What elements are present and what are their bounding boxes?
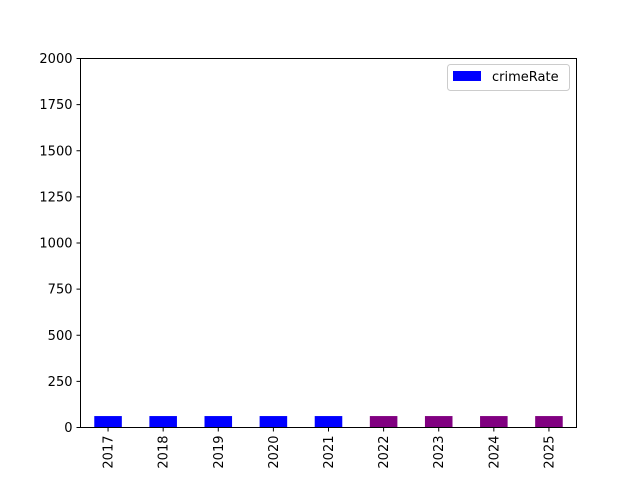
legend-label: crimeRate — [492, 70, 559, 85]
y-tick-label: 1000 — [39, 237, 72, 252]
bar — [314, 416, 343, 428]
legend: crimeRate — [447, 64, 570, 91]
bar — [149, 416, 177, 428]
y-tick-label: 1500 — [39, 144, 72, 159]
bar — [204, 416, 233, 428]
x-tick-label: 2023 — [432, 436, 447, 469]
y-tick-label: 750 — [48, 283, 73, 298]
y-axis: 0 250 500 750 1000 1250 1500 1750 2000 — [39, 52, 81, 436]
bar — [94, 416, 122, 428]
y-tick-label: 1250 — [39, 190, 72, 205]
y-tick-label: 0 — [64, 421, 72, 436]
y-tick-label: 500 — [48, 329, 73, 344]
x-tick-label: 2017 — [102, 436, 117, 469]
plot-frame — [80, 58, 577, 428]
x-tick-label: 2025 — [542, 436, 557, 469]
x-tick-label: 2018 — [157, 436, 172, 469]
legend-swatch — [453, 71, 481, 81]
x-tick-label: 2019 — [212, 436, 227, 469]
plot-area — [80, 58, 577, 428]
y-tick-label: 2000 — [39, 52, 72, 67]
bar — [480, 416, 508, 428]
bar — [535, 416, 563, 428]
x-tick-label: 2022 — [377, 436, 392, 469]
x-axis: 2017 2018 2019 2020 2021 2022 2023 2024 2025 — [102, 427, 557, 469]
y-tick-label: 1750 — [39, 98, 72, 113]
y-tick-label: 250 — [48, 375, 73, 390]
x-tick-label: 2020 — [267, 436, 282, 469]
x-tick-label: 2021 — [322, 436, 337, 469]
x-tick-label: 2024 — [487, 436, 502, 469]
bar — [424, 416, 453, 428]
bar — [369, 416, 398, 428]
bars — [94, 416, 563, 428]
bar — [259, 416, 288, 428]
